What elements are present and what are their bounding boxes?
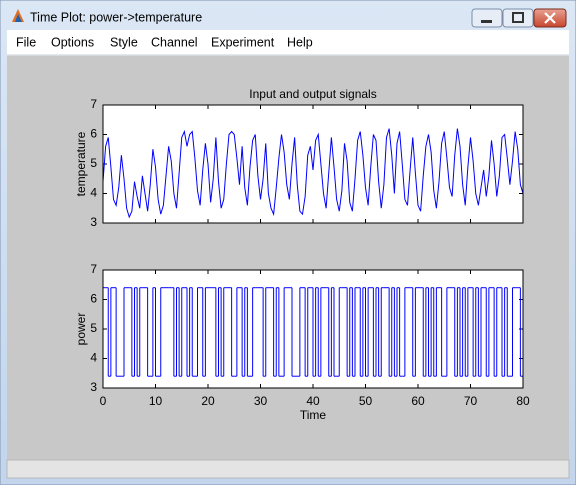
axes-box <box>102 104 524 224</box>
y-tick-label: 3 <box>90 215 97 229</box>
axes-box <box>102 269 524 389</box>
y-tick-label: 7 <box>90 262 97 276</box>
y-axis-label: temperature <box>74 131 88 196</box>
x-tick-label: 60 <box>411 394 425 408</box>
menu-item[interactable]: File <box>16 35 36 49</box>
close-icon <box>544 12 556 24</box>
maximize-button[interactable] <box>502 8 534 28</box>
maximize-icon <box>512 12 524 23</box>
y-tick-label: 4 <box>90 351 97 365</box>
y-tick-label: 5 <box>90 156 97 170</box>
x-tick-label: 50 <box>359 394 373 408</box>
x-tick-label: 70 <box>464 394 478 408</box>
minimize-icon <box>481 20 492 23</box>
menu-item[interactable]: Style <box>110 35 138 49</box>
menu-item[interactable]: Channel <box>151 35 198 49</box>
y-tick-label: 7 <box>90 97 97 111</box>
y-tick-label: 6 <box>90 127 97 141</box>
x-tick-label: 30 <box>254 394 268 408</box>
x-axis-label: Time <box>300 408 327 422</box>
minimize-button[interactable] <box>471 8 503 28</box>
menu: File Options Style Channel Experiment Help <box>16 35 313 49</box>
menu-bar <box>7 30 569 55</box>
app-icon-inner <box>15 14 22 22</box>
plots: 3 4 5 6 7 Input and output signals temperature… <box>74 87 530 422</box>
y-tick-label: 6 <box>90 292 97 306</box>
x-tick-label: 20 <box>201 394 215 408</box>
y-tick-label: 3 <box>90 380 97 394</box>
y-axis-label: power <box>74 313 88 346</box>
signal-line <box>102 128 524 219</box>
x-tick-label: 80 <box>516 394 530 408</box>
x-tick-label: 0 <box>100 394 107 408</box>
status-bar <box>6 459 570 479</box>
x-tick-label: 40 <box>306 394 320 408</box>
y-tick-label: 5 <box>90 321 97 335</box>
menu-item[interactable]: Help <box>287 35 313 49</box>
menu-item[interactable]: Options <box>51 35 94 49</box>
menu-item[interactable]: Experiment <box>211 35 275 49</box>
y-tick-label: 4 <box>90 186 97 200</box>
x-tick-label: 10 <box>149 394 163 408</box>
chart-title: Input and output signals <box>249 87 376 101</box>
axes-background <box>103 105 523 223</box>
window-title: Time Plot: power->temperature <box>30 10 202 24</box>
